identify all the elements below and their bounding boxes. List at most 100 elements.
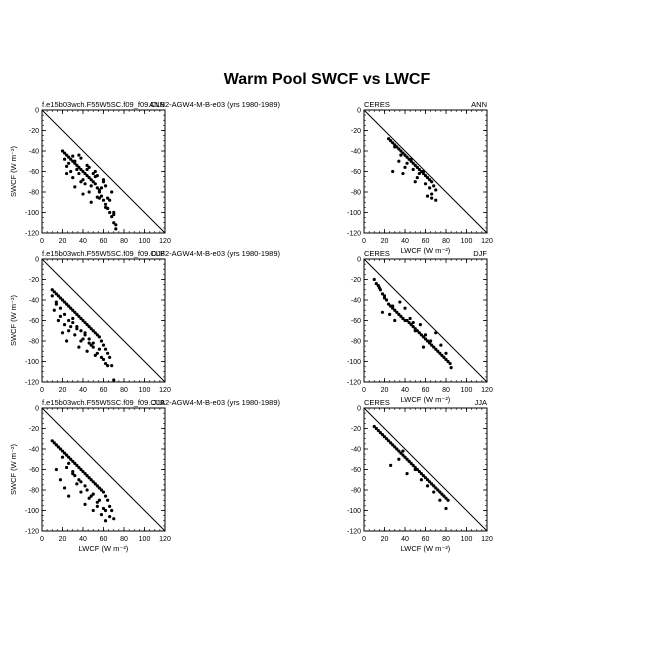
data-point	[91, 480, 95, 484]
data-point	[69, 457, 73, 461]
data-point	[415, 176, 419, 180]
data-point	[411, 167, 415, 172]
y-tick-label: -80	[351, 488, 361, 495]
data-point	[73, 159, 77, 163]
y-tick-label: -60	[29, 467, 39, 474]
x-tick-label: 60	[100, 536, 108, 543]
data-point	[439, 343, 443, 347]
data-point	[399, 451, 403, 455]
data-point	[52, 441, 56, 445]
one-to-one-line	[41, 258, 166, 383]
data-point	[397, 312, 401, 316]
data-point	[438, 351, 442, 355]
data-point	[73, 461, 77, 465]
data-point	[382, 294, 387, 298]
x-tick-label: 120	[159, 536, 171, 543]
data-point	[91, 345, 95, 349]
data-point	[95, 351, 99, 355]
data-point	[434, 198, 438, 202]
x-tick-label: 100	[461, 387, 473, 394]
data-point	[91, 492, 95, 496]
data-point	[87, 476, 91, 480]
data-point	[397, 159, 401, 163]
panel-case-label: f.e15b03wch.F55W5SC.f09_f09.CLB2-AGW4-M-…	[42, 100, 281, 109]
x-tick-label: 120	[481, 238, 493, 245]
data-point	[101, 357, 106, 362]
data-point	[73, 333, 77, 337]
data-point	[75, 163, 79, 167]
data-point	[399, 153, 403, 157]
data-point	[50, 288, 54, 292]
data-point	[65, 153, 69, 157]
data-point	[97, 498, 101, 502]
x-tick-label: 40	[401, 387, 409, 394]
data-point	[114, 223, 118, 227]
data-point	[409, 323, 413, 327]
data-point	[95, 504, 99, 508]
data-point	[101, 490, 106, 494]
one-to-one-line	[41, 407, 166, 532]
data-point	[91, 329, 95, 333]
data-point	[423, 174, 428, 178]
data-point	[397, 449, 401, 453]
y-tick-label: -40	[29, 298, 39, 305]
x-tick-label: 60	[100, 238, 108, 245]
data-point	[101, 178, 106, 182]
data-point	[65, 465, 69, 470]
data-point	[93, 182, 97, 186]
x-axis-label: LWCF (W m⁻²)	[79, 544, 129, 553]
data-point	[62, 486, 67, 490]
data-point	[409, 461, 413, 465]
x-tick-label: 40	[401, 238, 409, 245]
data-point	[75, 312, 79, 316]
data-point	[79, 480, 83, 484]
data-point	[108, 504, 112, 508]
data-point	[56, 445, 61, 449]
panel-case-label: f.e15b03wch.F55W5SC.f09_f09.CLB2-AGW4-M-…	[42, 398, 281, 407]
data-point	[446, 498, 450, 502]
data-point	[77, 171, 81, 176]
data-point	[77, 153, 81, 157]
data-point	[418, 323, 422, 327]
data-point	[444, 506, 448, 511]
data-point	[58, 478, 63, 482]
data-point	[395, 447, 399, 451]
data-point	[89, 200, 93, 204]
data-point	[444, 357, 448, 362]
data-point	[395, 310, 399, 314]
y-tick-label: -100	[25, 508, 39, 515]
scatter-panel: 0 20 40 60 80 100 120 0 -20 -40 -60 -80 -100 -120 CERE…	[347, 100, 493, 255]
data-point	[409, 157, 413, 161]
x-tick-label: 100	[139, 238, 151, 245]
data-point	[401, 171, 405, 176]
data-point	[77, 314, 81, 318]
data-point	[108, 198, 112, 202]
data-point	[444, 351, 448, 355]
data-point	[103, 347, 108, 351]
data-point	[97, 347, 101, 351]
data-point	[79, 156, 83, 160]
data-point	[85, 163, 89, 167]
data-point	[429, 339, 433, 343]
data-point	[54, 300, 58, 304]
data-point	[112, 517, 116, 521]
y-tick-label: 0	[35, 406, 39, 413]
data-point	[417, 171, 421, 176]
data-point	[77, 478, 81, 482]
data-point	[425, 194, 430, 198]
data-point	[95, 484, 99, 488]
data-point	[89, 184, 93, 188]
data-point	[389, 463, 393, 467]
data-point	[114, 227, 118, 231]
figure-title: Warm Pool SWCF vs LWCF	[224, 71, 431, 88]
data-point	[407, 320, 411, 325]
data-point	[405, 161, 409, 165]
data-point	[106, 498, 110, 502]
data-point	[73, 185, 77, 189]
data-point	[71, 308, 75, 312]
data-point	[93, 482, 97, 486]
data-point	[401, 316, 405, 321]
data-point	[101, 506, 106, 511]
data-point	[69, 157, 73, 161]
